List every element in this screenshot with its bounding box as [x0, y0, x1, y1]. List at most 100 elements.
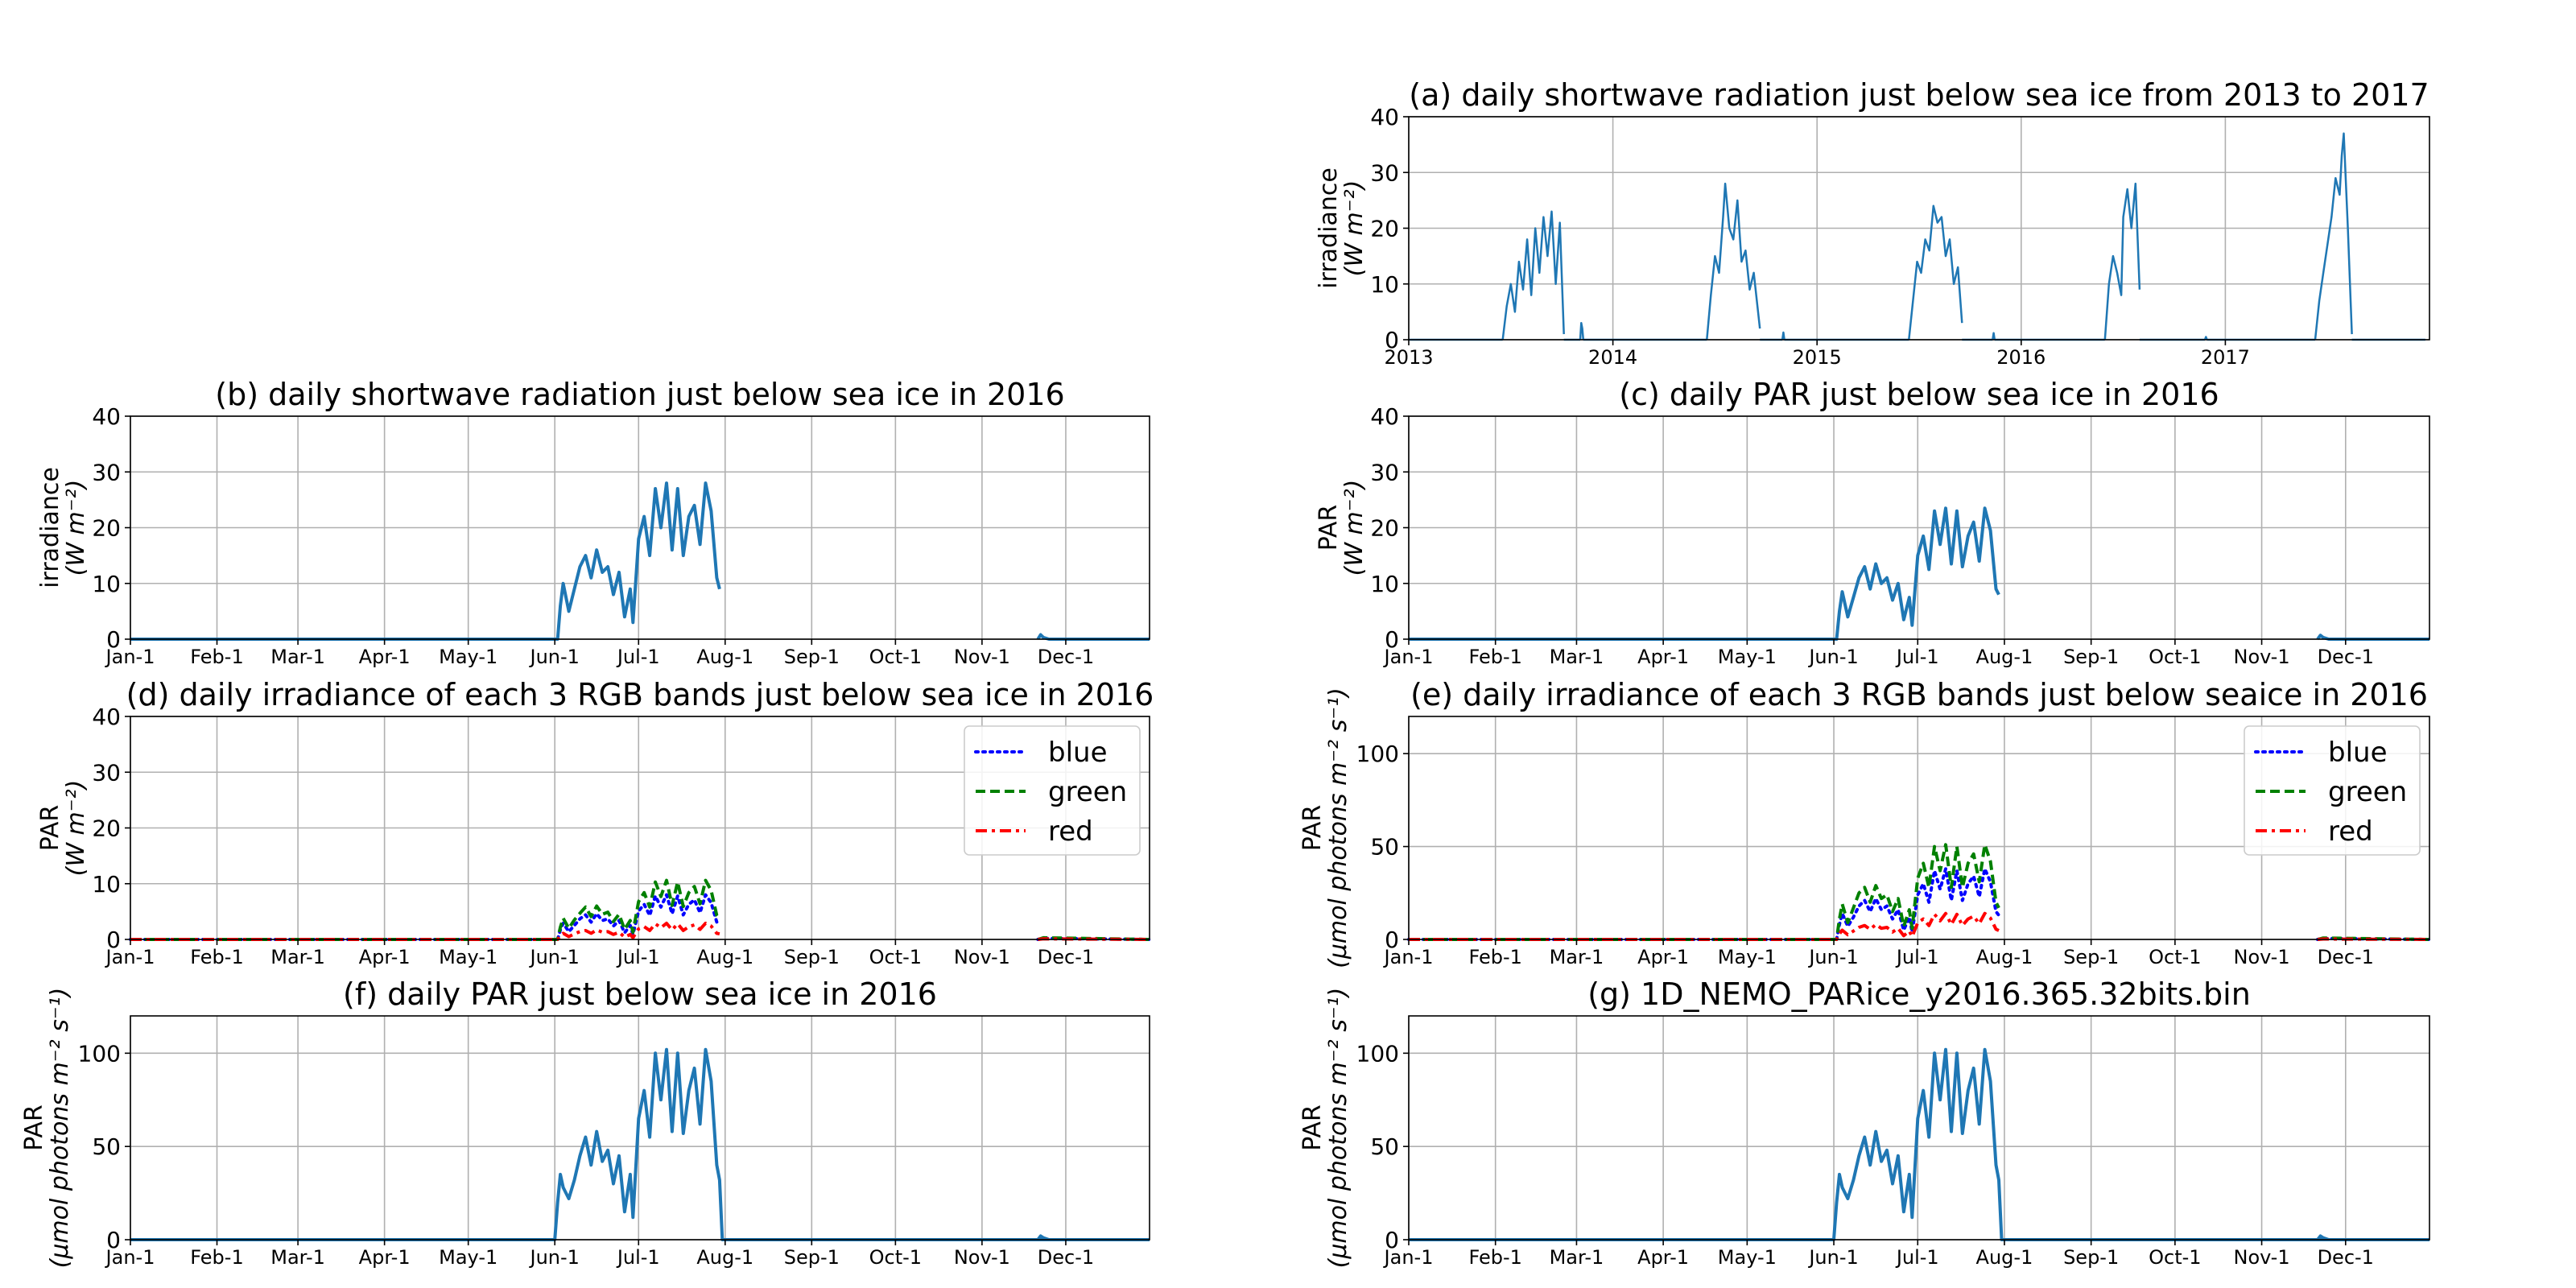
x-tick-label: May-1: [1718, 1246, 1777, 1269]
series-line: [130, 481, 721, 641]
y-axis-label-line1: PAR: [20, 1104, 48, 1151]
x-tick-label: Jun-1: [528, 646, 579, 668]
x-tick-label: Jul-1: [1895, 1246, 1939, 1269]
y-axis-label-line1: irradiance: [1315, 167, 1343, 289]
x-tick-label: Oct-1: [2149, 946, 2201, 968]
x-tick-label: Dec-1: [1038, 1246, 1094, 1269]
x-tick-label: Mar-1: [1550, 946, 1604, 968]
y-axis-label: PAR(μmol photons m⁻² s⁻¹): [1298, 988, 1352, 1269]
x-tick-label: Jan-1: [105, 946, 155, 968]
x-tick-label: Nov-1: [2233, 946, 2289, 968]
y-tick-label: 20: [1370, 515, 1399, 542]
x-tick-label: Mar-1: [270, 946, 325, 968]
x-tick-label: 2015: [1793, 346, 1842, 369]
legend-box: [964, 725, 1141, 856]
x-tick-label: Nov-1: [954, 646, 1010, 668]
series-line: [2103, 182, 2141, 341]
panel-e: Jan-1 Feb-1 Mar-1 Apr-1 May-1 Jun-1 Jul-1 Aug-1…: [1298, 677, 2431, 968]
x-tick-label: Apr-1: [1637, 946, 1689, 968]
y-axis-label-line2: (W m⁻²): [1340, 480, 1368, 576]
x-tick-label: Aug-1: [1976, 1246, 2033, 1269]
y-axis-label: PAR(W m⁻²): [36, 780, 90, 877]
x-tick-label: Oct-1: [869, 1246, 922, 1269]
series-line-red: [1409, 911, 2000, 941]
legend-label-green: green: [1048, 776, 1127, 808]
panel-g: Jan-1 Feb-1 Mar-1 Apr-1 May-1 Jun-1 Jul-1 Aug-1…: [1298, 976, 2430, 1269]
y-axis-label-line2: (W m⁻²): [62, 780, 90, 877]
x-tick-label: Aug-1: [696, 1246, 753, 1269]
x-tick-label: Dec-1: [1038, 646, 1094, 668]
y-axis-label: irradiance(W m⁻²): [36, 467, 90, 588]
series-line-green: [130, 878, 721, 941]
y-tick-label: 0: [1385, 327, 1399, 353]
x-tick-label: Aug-1: [1976, 946, 2033, 968]
x-tick-label: 2013: [1384, 346, 1433, 369]
series-line-blue: [129, 893, 721, 941]
y-tick-label: 30: [92, 459, 121, 485]
x-tick-label: Mar-1: [270, 1246, 325, 1269]
x-tick-label: Dec-1: [1038, 946, 1094, 968]
axes-frame: [1408, 716, 2430, 940]
axes-frame: [1408, 1015, 2430, 1241]
x-tick-label: May-1: [439, 646, 497, 668]
y-tick-label: 100: [1356, 1040, 1399, 1067]
x-tick-label: Apr-1: [359, 1246, 411, 1269]
y-tick-label: 40: [1370, 104, 1399, 130]
x-tick-label: Jan-1: [105, 1246, 155, 1269]
series-line: [1036, 1234, 1050, 1241]
y-axis-label-line2: (μmol photons m⁻² s⁻¹): [1324, 988, 1352, 1269]
x-tick-label: Oct-1: [869, 646, 922, 668]
y-axis-label-line2: (μmol photons m⁻² s⁻¹): [1324, 687, 1352, 968]
y-tick-label: 0: [106, 626, 121, 653]
x-tick-label: Nov-1: [954, 946, 1010, 968]
y-axis-label: irradiance(W m⁻²): [1315, 167, 1368, 289]
y-axis-label: PAR(W m⁻²): [1315, 480, 1368, 576]
x-tick-label: Nov-1: [2233, 646, 2289, 668]
y-axis-label-line1: PAR: [1315, 505, 1343, 551]
series-line: [1908, 204, 1963, 341]
series-line-red: [130, 921, 720, 941]
x-tick-label: Feb-1: [1468, 646, 1521, 668]
x-tick-label: Jan-1: [1383, 946, 1434, 968]
panel-b: Jan-1 Feb-1 Mar-1 Apr-1 May-1 Jun-1 Jul-1 Aug-1…: [36, 377, 1150, 668]
x-tick-label: Dec-1: [2318, 646, 2374, 668]
y-tick-label: 40: [92, 704, 121, 730]
x-tick-label: Mar-1: [1550, 1246, 1604, 1269]
y-axis-label-line2: (μmol photons m⁻² s⁻¹): [46, 988, 74, 1269]
y-axis-label: PAR(μmol photons m⁻² s⁻¹): [20, 988, 74, 1269]
panel-title: (f) daily PAR just below sea ice in 2016: [343, 976, 937, 1012]
x-tick-label: Jun-1: [1807, 646, 1858, 668]
x-tick-label: Jan-1: [1383, 1246, 1434, 1269]
series-line: [1036, 633, 1150, 641]
panel-title: (c) daily PAR just below sea ice in 2016: [1619, 377, 2219, 412]
x-tick-label: Sep-1: [784, 646, 840, 668]
series-line: [1409, 1047, 2429, 1241]
x-tick-label: May-1: [439, 1246, 497, 1269]
x-tick-label: Apr-1: [1637, 646, 1689, 668]
axes-frame: [130, 1015, 1150, 1241]
y-tick-label: 30: [92, 759, 121, 786]
x-tick-label: Jan-1: [105, 646, 155, 668]
x-tick-label: Dec-1: [2318, 1246, 2374, 1269]
legend-label-blue: blue: [2328, 737, 2388, 769]
x-tick-label: Nov-1: [954, 1246, 1010, 1269]
x-tick-label: Nov-1: [2233, 1246, 2289, 1269]
x-tick-label: Jun-1: [528, 946, 579, 968]
x-tick-label: Jun-1: [528, 1246, 579, 1269]
y-tick-label: 100: [1356, 741, 1399, 767]
panel-title: (e) daily irradiance of each 3 RGB bands…: [1410, 677, 2428, 712]
x-tick-label: 2017: [2201, 346, 2250, 369]
series-line: [1992, 332, 1996, 341]
y-axis-label-line1: PAR: [1298, 1104, 1327, 1151]
x-tick-label: Sep-1: [784, 1246, 840, 1269]
series-line: [130, 1047, 1150, 1241]
y-tick-label: 10: [1370, 571, 1399, 597]
x-tick-label: Oct-1: [869, 946, 922, 968]
panel-d: Jan-1 Feb-1 Mar-1 Apr-1 May-1 Jun-1 Jul-1 Aug-1…: [36, 677, 1154, 968]
y-axis-label: PAR(μmol photons m⁻² s⁻¹): [1298, 687, 1352, 968]
x-tick-label: Oct-1: [2149, 1246, 2201, 1269]
x-tick-label: Feb-1: [190, 946, 243, 968]
panel-a: 2013 2014 2015 2016 2017 0 10 20 30 40 (a) daily s…: [1315, 77, 2430, 369]
x-tick-label: Oct-1: [2149, 646, 2201, 668]
x-tick-label: Feb-1: [190, 646, 243, 668]
